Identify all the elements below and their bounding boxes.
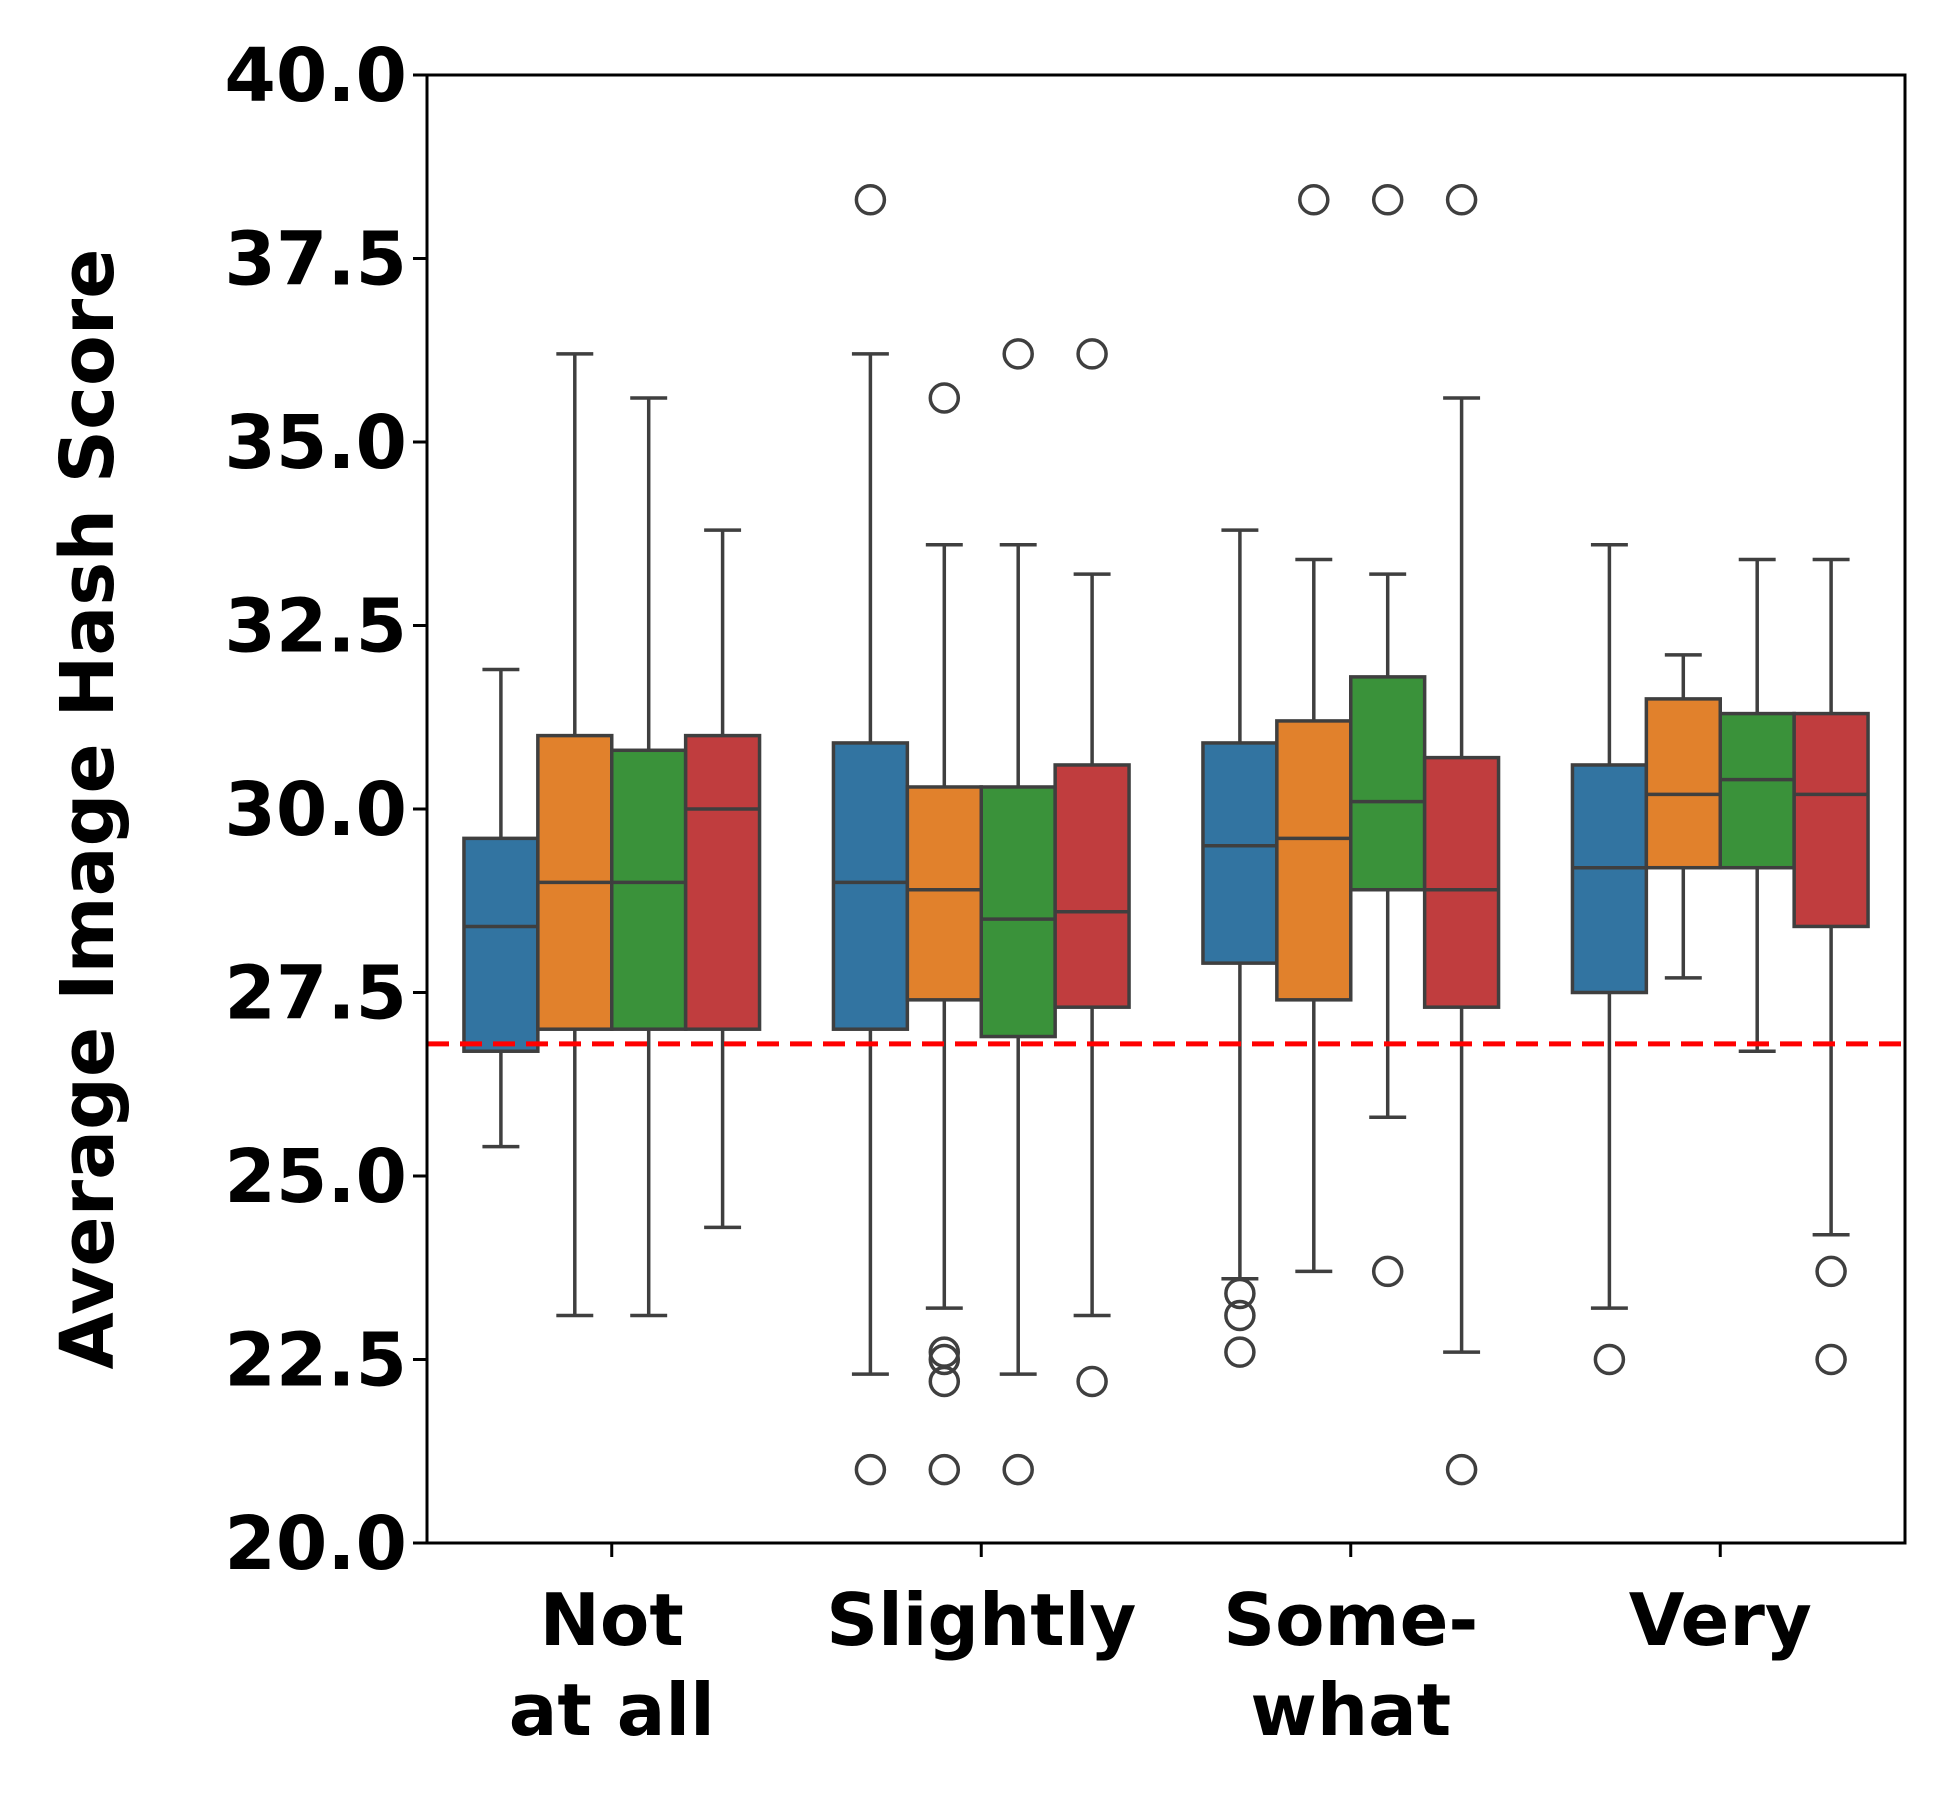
- outlier-c1-s2-1: [1002, 1453, 1034, 1486]
- y-tick-label-5: 32.5: [224, 584, 407, 670]
- box-c3-s1: [1644, 697, 1722, 870]
- outlier-c2-s1-0: [1298, 184, 1330, 216]
- box-c1-s3: [1053, 763, 1131, 1009]
- box-c2-s0: [1201, 741, 1279, 965]
- box-c3-s2: [1718, 711, 1796, 870]
- x-tick-label-0-0: Not: [540, 1578, 684, 1662]
- outlier-c1-s1-2: [928, 1343, 961, 1376]
- x-tick-label-0-1: at all: [509, 1668, 715, 1752]
- box-c0-s2: [610, 748, 688, 1031]
- y-tick-label-0: 20.0: [224, 1501, 407, 1587]
- outlier-c2-s0-0: [1224, 1277, 1256, 1310]
- outlier-c1-s3-1: [1076, 1365, 1108, 1398]
- y-axis: 20.0 22.5 25.0 27.5 30.0 32.5 35.0 37.5 40.0: [224, 33, 427, 1587]
- y-tick-label-4: 30.0: [224, 767, 407, 853]
- outlier-c2-s0-1: [1224, 1299, 1256, 1332]
- box-c1-s0: [831, 741, 910, 1031]
- outlier-c2-s0-2: [1224, 1336, 1256, 1368]
- y-axis-title: Average Image Hash Score: [45, 249, 131, 1370]
- outlier-c1-s1-0: [928, 382, 961, 414]
- box-c1-s1: [905, 785, 983, 1002]
- y-tick-label-8: 40.0: [224, 33, 407, 119]
- y-tick-label-6: 35.0: [224, 400, 407, 486]
- box-c2-s1: [1275, 719, 1353, 1002]
- outlier-c2-s3-0: [1445, 184, 1478, 216]
- y-tick-label-2: 25.0: [224, 1134, 407, 1220]
- outlier-c1-s1-3: [928, 1365, 961, 1398]
- x-tick-label-2-0: Some-: [1223, 1578, 1478, 1662]
- outlier-c3-s0-0: [1593, 1343, 1626, 1376]
- box-c1-s2: [979, 785, 1057, 1039]
- outlier-c3-s3-0: [1815, 1255, 1847, 1288]
- outlier-c1-s1-4: [928, 1453, 961, 1486]
- outlier-c3-s3-1: [1815, 1343, 1847, 1376]
- outlier-c1-s0-1: [854, 1453, 887, 1486]
- y-tick-label-1: 22.5: [224, 1318, 407, 1404]
- outlier-c1-s0-0: [854, 184, 887, 216]
- box-c0-s3: [683, 733, 762, 1031]
- box-c2-s3: [1422, 755, 1501, 1009]
- outlier-c1-s3-0: [1076, 338, 1108, 370]
- x-tick-label-3-0: Very: [1629, 1578, 1812, 1662]
- y-tick-label-7: 37.5: [224, 217, 407, 303]
- box-c3-s3: [1792, 711, 1870, 929]
- box-c3-s0: [1570, 763, 1649, 995]
- x-tick-label-2-1: what: [1250, 1668, 1451, 1752]
- outlier-c1-s2-0: [1002, 338, 1034, 370]
- outlier-c2-s3-1: [1445, 1453, 1478, 1486]
- outlier-c2-s2-1: [1371, 1255, 1404, 1288]
- y-tick-label-3: 27.5: [224, 951, 407, 1037]
- plot-area: [427, 184, 1905, 1486]
- box-c2-s2: [1349, 675, 1427, 892]
- box-c0-s0: [462, 836, 540, 1053]
- x-tick-label-1-0: Slightly: [826, 1578, 1136, 1662]
- outlier-c2-s2-0: [1371, 184, 1404, 216]
